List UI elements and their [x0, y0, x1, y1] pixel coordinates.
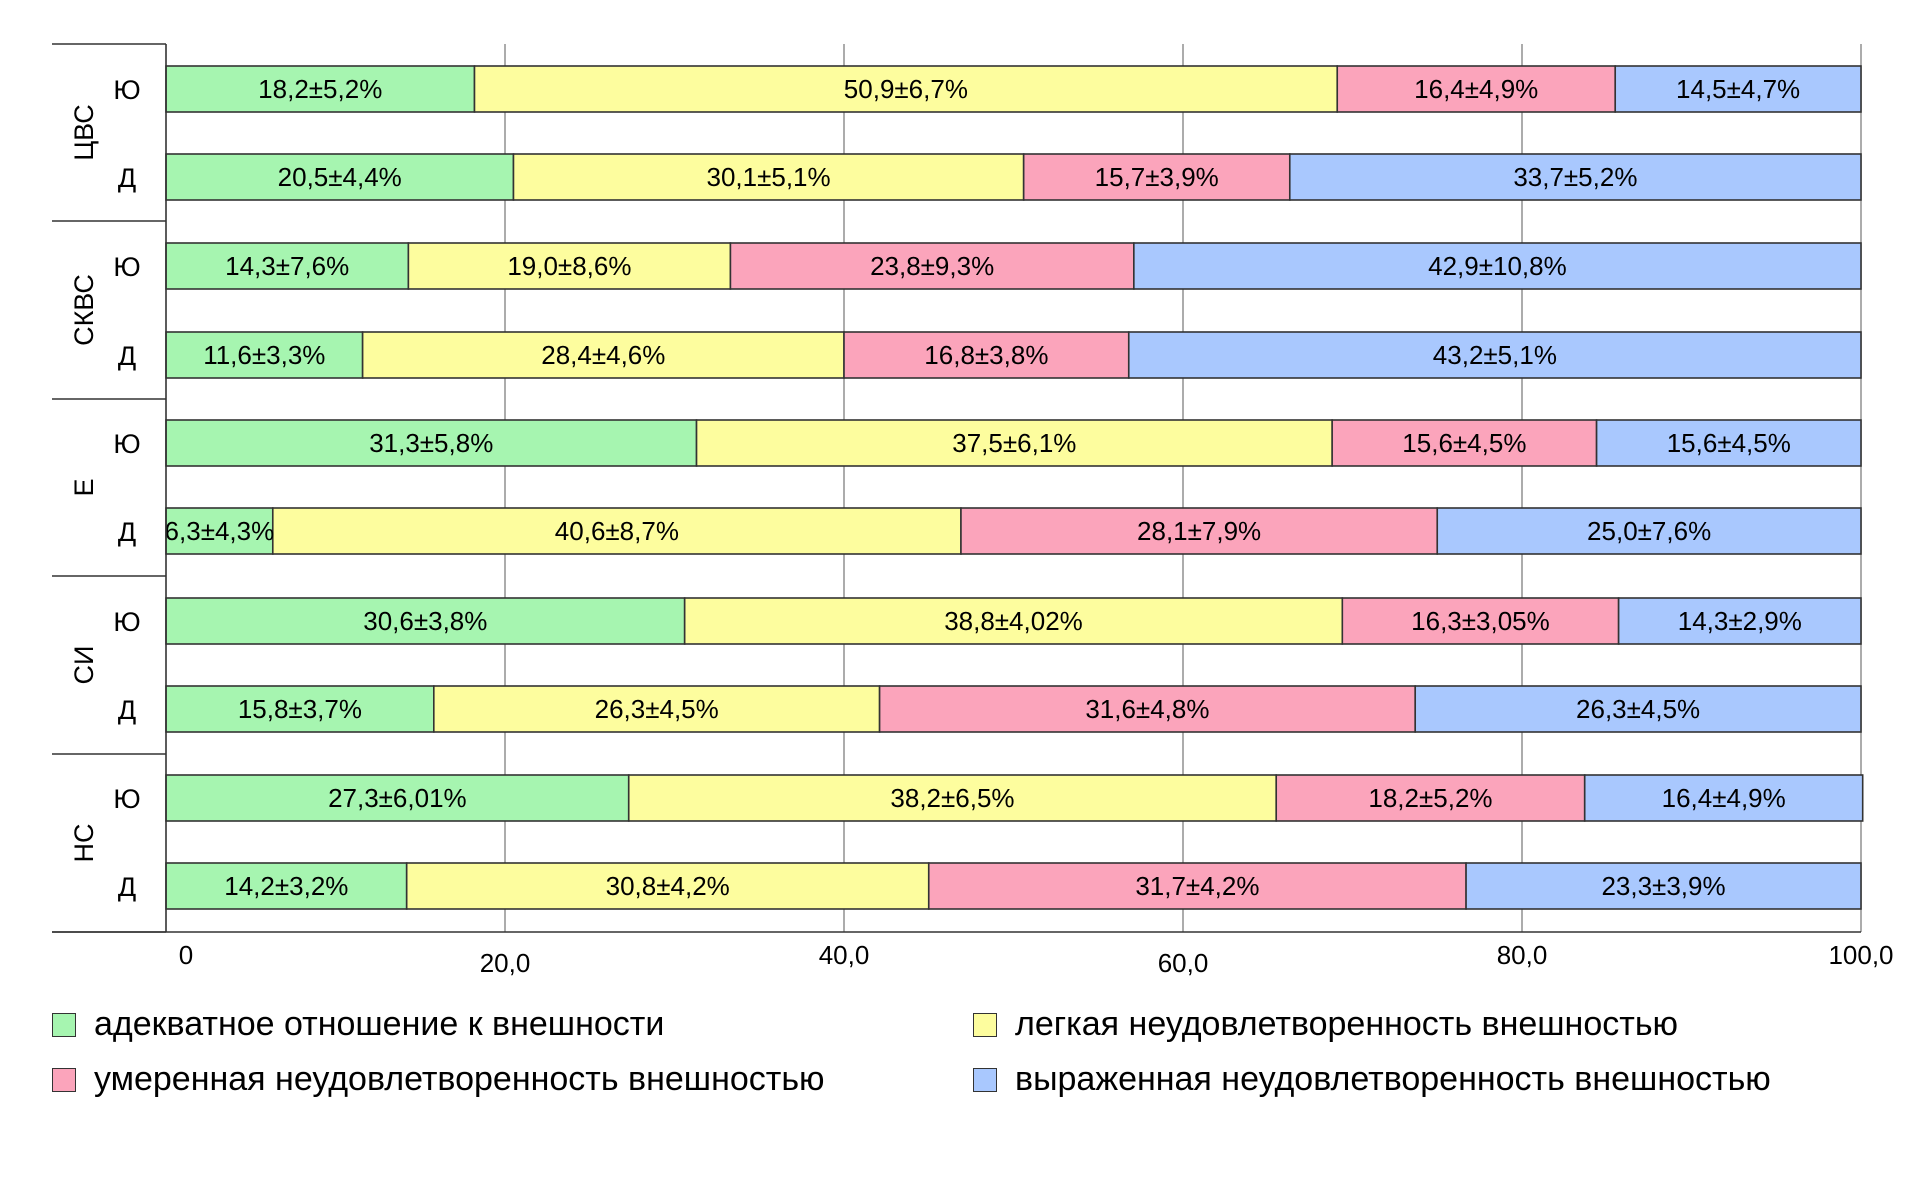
data-label: 30,1±5,1% [707, 162, 831, 192]
row-label: Д [118, 341, 136, 371]
data-label: 31,7±4,2% [1135, 871, 1259, 901]
row-label: Ю [113, 75, 140, 105]
row-label: Д [118, 695, 136, 725]
x-tick-label: 0 [179, 940, 193, 970]
bar-segment [433, 685, 881, 733]
data-label: 16,4±4,9% [1414, 74, 1538, 104]
data-label: 31,6±4,8% [1085, 694, 1209, 724]
data-label: 15,8±3,7% [238, 694, 362, 724]
bar-segment [1583, 774, 1864, 822]
bar-segment [1465, 862, 1862, 910]
data-label: 50,9±6,7% [844, 74, 968, 104]
data-label: 28,1±7,9% [1137, 516, 1261, 546]
bar-segment [1336, 65, 1617, 113]
data-label: 40,6±8,7% [555, 516, 679, 546]
data-label: 33,7±5,2% [1513, 162, 1637, 192]
bar-segment [405, 862, 930, 910]
data-label: 26,3±4,5% [1576, 694, 1700, 724]
data-label: 23,8±9,3% [870, 251, 994, 281]
bar-segment [1414, 685, 1862, 733]
bar-segment [729, 242, 1135, 290]
bar-segment [1275, 774, 1586, 822]
bar-segment [1288, 153, 1862, 201]
x-tick-label: 80,0 [1497, 940, 1548, 970]
data-label: 27,3±6,01% [328, 783, 467, 813]
data-label: 30,6±3,8% [363, 606, 487, 636]
data-label: 14,3±7,6% [225, 251, 349, 281]
bar-segment [1331, 419, 1598, 467]
bar-segment [1614, 65, 1862, 113]
x-tick-label: 20,0 [480, 948, 531, 978]
data-label: 16,3±3,05% [1411, 606, 1550, 636]
bar-segment [1341, 597, 1620, 645]
bar-segment [1595, 419, 1862, 467]
x-tick-label: 100,0 [1828, 940, 1893, 970]
group-label: Е [69, 478, 99, 496]
data-label: 28,4±4,6% [541, 340, 665, 370]
data-label: 6,3±4,3% [165, 516, 275, 546]
bar-segment [1617, 597, 1862, 645]
bar-segment [271, 507, 962, 555]
bar-segment [473, 65, 1339, 113]
data-label: 14,2±3,2% [224, 871, 348, 901]
bar-segment [695, 419, 1333, 467]
group-label: СИ [69, 646, 99, 685]
data-label: 43,2±5,1% [1433, 340, 1557, 370]
bar-segment [627, 774, 1278, 822]
bar-segment [1022, 153, 1291, 201]
group-label: НС [69, 824, 99, 863]
bar-segment [683, 597, 1344, 645]
data-label: 15,6±4,5% [1667, 428, 1791, 458]
bar-segment [960, 507, 1439, 555]
bar-segment [165, 153, 515, 201]
bar-segment [165, 685, 435, 733]
row-label: Ю [113, 252, 140, 282]
x-tick-label: 40,0 [819, 940, 870, 970]
data-label: 16,8±3,8% [924, 340, 1048, 370]
data-label: 37,5±6,1% [952, 428, 1076, 458]
data-label: 16,4±4,9% [1662, 783, 1786, 813]
data-label: 20,5±4,4% [278, 162, 402, 192]
data-label: 11,6±3,3% [203, 340, 325, 370]
bar-segment [165, 242, 410, 290]
data-label: 15,7±3,9% [1095, 162, 1219, 192]
bar-segment [165, 419, 698, 467]
row-label: Д [118, 517, 136, 547]
data-label: 25,0±7,6% [1587, 516, 1711, 546]
data-label: 38,8±4,02% [944, 606, 1083, 636]
bar-segment [927, 862, 1467, 910]
row-label: Д [118, 163, 136, 193]
group-label: СКВС [69, 274, 99, 346]
bar-segment [1127, 331, 1862, 379]
row-label: Ю [113, 784, 140, 814]
group-label: ЦВС [69, 104, 99, 161]
bars: 18,2±5,2% 50,9±6,7% 16,4±4,9% 14,5±4,7% 20,5… [165, 65, 1864, 910]
bar-segment [1436, 507, 1862, 555]
row-label: Д [118, 872, 136, 902]
x-tick-label: 60,0 [1158, 948, 1209, 978]
data-label: 38,2±6,5% [890, 783, 1014, 813]
axes: Ю Д Ю Д Ю Д Ю Д Ю Д ЦВС СКВС Е СИ НС 0 20,0 40,0 60,0 80,0 1… [52, 43, 1894, 978]
row-label: Ю [113, 607, 140, 637]
data-label: 18,2±5,2% [258, 74, 382, 104]
data-label: 42,9±10,8% [1428, 251, 1567, 281]
data-label: 14,5±4,7% [1676, 74, 1800, 104]
data-label: 26,3±4,5% [595, 694, 719, 724]
data-label: 30,8±4,2% [606, 871, 730, 901]
data-label: 23,3±3,9% [1601, 871, 1725, 901]
bar-segment [165, 65, 476, 113]
bar-segment [1133, 242, 1862, 290]
data-label: 14,3±2,9% [1678, 606, 1802, 636]
data-label: 15,6±4,5% [1402, 428, 1526, 458]
data-label: 31,3±5,8% [369, 428, 493, 458]
bar-segment [843, 331, 1130, 379]
row-label: Ю [113, 429, 140, 459]
data-label: 18,2±5,2% [1368, 783, 1492, 813]
data-label: 19,0±8,6% [507, 251, 631, 281]
